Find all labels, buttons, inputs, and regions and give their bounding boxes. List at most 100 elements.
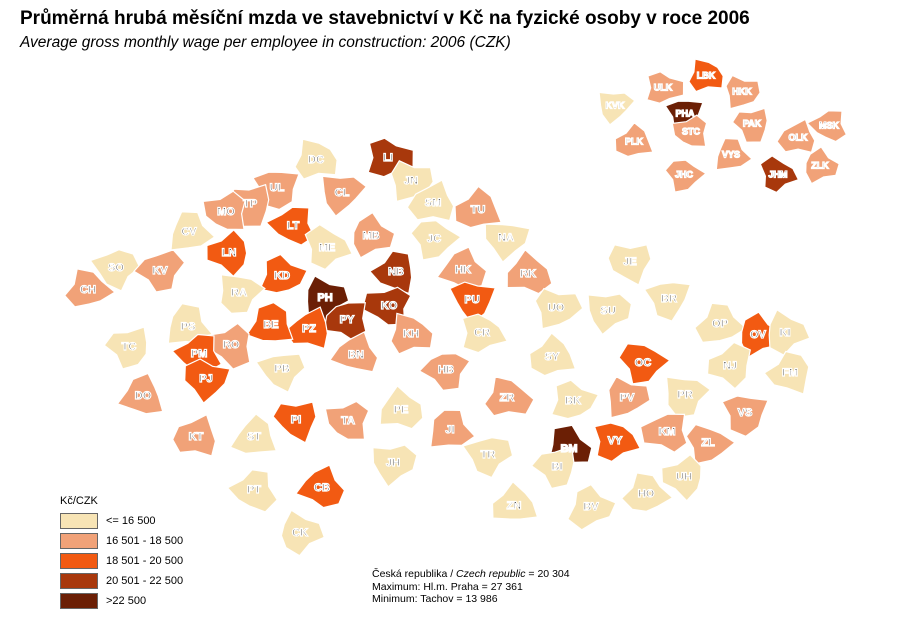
district-kv [132, 249, 186, 293]
legend-swatch [60, 553, 98, 569]
district-label: DC [308, 154, 324, 166]
district-label: SY [545, 351, 560, 363]
district-label: TA [341, 415, 355, 427]
region-ulk [646, 71, 685, 104]
district-ln [206, 229, 248, 278]
district-op [694, 302, 748, 344]
district-mo [202, 190, 246, 231]
district-label: JI [445, 424, 454, 436]
region-pak [731, 107, 768, 143]
district-map: DC LI JN CL UL TP MO LT SM TU CV MB ME JC NA SO KV LN NB HK… [63, 137, 811, 557]
district-label: JE [623, 256, 636, 268]
district-label: CB [314, 482, 330, 494]
region-hkk [725, 74, 761, 110]
legend-swatch [60, 593, 98, 609]
district-label: PU [464, 294, 479, 306]
district-sy [529, 332, 577, 377]
region-label: PAK [743, 118, 762, 128]
district-label: PI [291, 414, 301, 426]
district-label: BI [552, 461, 563, 473]
district-ho [620, 472, 674, 512]
district-label: MO [217, 206, 235, 218]
district-label: BE [263, 319, 278, 331]
district-label: LT [287, 220, 300, 232]
district-uo [534, 287, 584, 330]
district-vs [721, 395, 769, 437]
district-je [607, 244, 652, 286]
district-label: KD [274, 270, 290, 282]
district-label: BM [560, 443, 577, 455]
district-label: RO [223, 339, 240, 351]
region-label: OLK [789, 132, 808, 142]
district-rk [506, 248, 553, 295]
district-label: UH [676, 471, 692, 483]
district-bk [550, 379, 600, 420]
region-olk [776, 118, 816, 154]
district-label: JH [386, 457, 400, 469]
legend-item: <= 16 500 [60, 511, 183, 531]
district-label: ME [319, 242, 336, 254]
district-ra [220, 274, 266, 314]
district-zn [491, 480, 539, 520]
legend-item: 20 501 - 22 500 [60, 571, 183, 591]
district-label: NJ [723, 360, 737, 372]
district-label: FM [782, 367, 798, 379]
district-ki [768, 308, 811, 356]
district-label: RK [520, 268, 536, 280]
region-label: HKK [732, 86, 752, 96]
district-label: TU [471, 204, 486, 216]
region-label: ZLK [811, 160, 829, 170]
district-pi [272, 401, 317, 444]
region-vys [715, 137, 753, 171]
district-pb [255, 353, 306, 393]
legend: Kč/CZK <= 16 500 16 501 - 18 500 18 501 … [60, 495, 183, 611]
district-vy [593, 422, 642, 463]
district-label: PT [247, 484, 261, 496]
district-label: BV [583, 501, 599, 513]
district-label: SM [425, 197, 442, 209]
district-label: ZL [701, 437, 715, 449]
district-label: KV [152, 265, 168, 277]
district-label: PY [340, 314, 355, 326]
district-zl [685, 423, 736, 465]
district-label: KH [403, 328, 419, 340]
district-kd [259, 253, 308, 294]
district-label: LI [383, 152, 393, 164]
district-bn [329, 331, 379, 373]
region-plk [614, 121, 654, 158]
legend-label: >22 500 [106, 595, 147, 607]
district-label: JC [427, 233, 441, 245]
district-lt [265, 206, 316, 246]
stat-maximum: Maximum: Hl.m. Praha = 27 361 [372, 580, 523, 593]
region-kvk [598, 91, 636, 126]
summary-stats: Česká republika / Czech republic = 20 30… [372, 568, 570, 606]
district-label: VY [608, 435, 623, 447]
district-nj [706, 341, 751, 390]
district-na [484, 223, 531, 264]
district-label: BN [348, 349, 364, 361]
region-jhc [664, 159, 707, 193]
district-label: OC [635, 357, 652, 369]
district-ji [430, 409, 476, 448]
district-label: CR [474, 327, 490, 339]
legend-title: Kč/CZK [60, 495, 98, 507]
district-bv [567, 483, 617, 531]
district-km [639, 413, 688, 453]
district-label: CV [181, 226, 197, 238]
district-label: RA [231, 287, 247, 299]
district-label: PJ [199, 373, 212, 385]
legend-label: 16 501 - 18 500 [106, 535, 184, 547]
legend-item: 18 501 - 20 500 [60, 551, 183, 571]
district-bi [530, 445, 575, 490]
district-label: PB [274, 363, 289, 375]
legend-swatch [60, 513, 98, 529]
district-kh [390, 312, 434, 355]
district-pz [284, 306, 329, 350]
district-label: CL [335, 187, 350, 199]
district-pe [379, 384, 424, 430]
district-label: BR [661, 293, 677, 305]
region-lbk [688, 58, 724, 93]
region-msk [806, 110, 848, 143]
district-label: HO [638, 488, 655, 500]
district-label: ZN [507, 500, 522, 512]
